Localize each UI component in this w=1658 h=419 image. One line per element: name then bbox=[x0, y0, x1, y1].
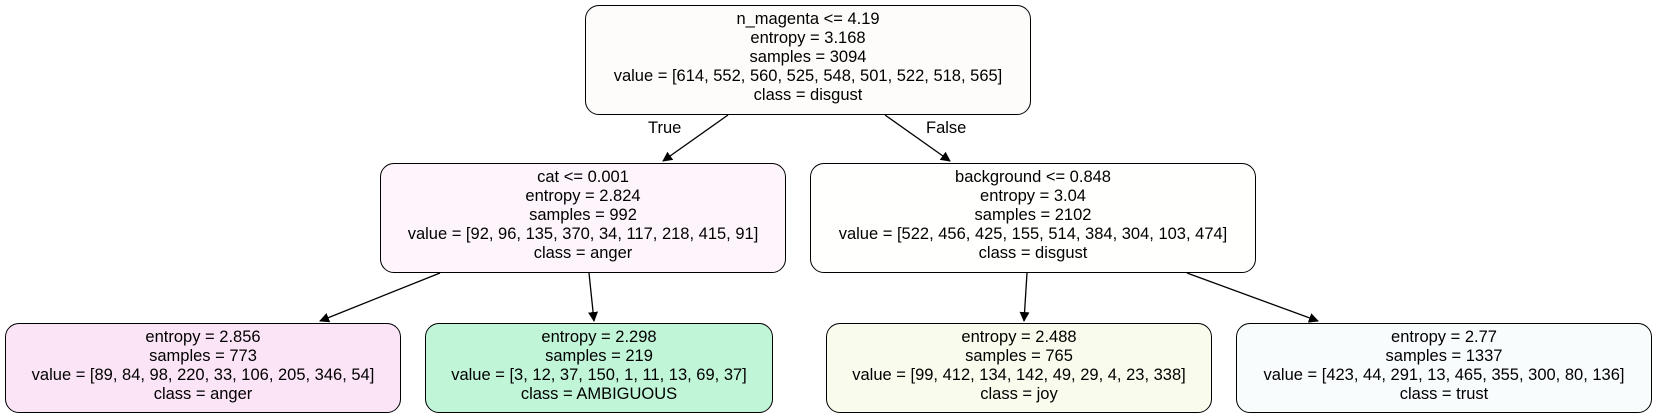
node-split: n_magenta <= 4.19 bbox=[736, 10, 880, 28]
tree-node-right: background <= 0.848 entropy = 3.04 sampl… bbox=[810, 163, 1256, 273]
node-class: class = AMBIGUOUS bbox=[520, 385, 678, 403]
edge-right-rr bbox=[1186, 272, 1319, 323]
node-entropy: entropy = 2.856 bbox=[145, 328, 261, 346]
edge-left-ll bbox=[319, 272, 441, 323]
node-class: class = joy bbox=[980, 385, 1058, 403]
tree-leaf-lr: entropy = 2.298 samples = 219 value = [3… bbox=[425, 323, 773, 413]
node-entropy: entropy = 2.77 bbox=[1391, 328, 1497, 346]
node-entropy: entropy = 2.298 bbox=[541, 328, 657, 346]
node-value: value = [614, 552, 560, 525, 548, 501, 5… bbox=[613, 67, 1003, 85]
node-samples: samples = 3094 bbox=[749, 48, 867, 66]
tree-leaf-rr: entropy = 2.77 samples = 1337 value = [4… bbox=[1236, 323, 1652, 413]
node-class: class = anger bbox=[533, 244, 633, 262]
tree-node-root: n_magenta <= 4.19 entropy = 3.168 sample… bbox=[585, 5, 1031, 115]
edge-label-true: True bbox=[648, 119, 682, 137]
node-value: value = [89, 84, 98, 220, 33, 106, 205, … bbox=[31, 366, 375, 384]
node-value: value = [423, 44, 291, 13, 465, 355, 300… bbox=[1263, 366, 1625, 384]
node-class: class = trust bbox=[1399, 385, 1489, 403]
edge-label-false: False bbox=[926, 119, 967, 137]
node-entropy: entropy = 3.168 bbox=[750, 29, 866, 47]
node-class: class = anger bbox=[153, 385, 253, 403]
node-entropy: entropy = 2.488 bbox=[961, 328, 1077, 346]
node-value: value = [522, 456, 425, 155, 514, 384, 3… bbox=[838, 225, 1228, 243]
edge-right-rl bbox=[1019, 272, 1030, 322]
edge-root-right bbox=[884, 114, 951, 162]
edge-left-lr bbox=[588, 272, 599, 322]
node-samples: samples = 1337 bbox=[1385, 347, 1503, 365]
node-samples: samples = 2102 bbox=[974, 206, 1092, 224]
tree-leaf-ll: entropy = 2.856 samples = 773 value = [8… bbox=[5, 323, 401, 413]
node-value: value = [3, 12, 37, 150, 1, 11, 13, 69, … bbox=[451, 366, 747, 384]
tree-node-left: cat <= 0.001 entropy = 2.824 samples = 9… bbox=[380, 163, 786, 273]
node-samples: samples = 219 bbox=[545, 347, 653, 365]
node-samples: samples = 992 bbox=[529, 206, 637, 224]
node-samples: samples = 773 bbox=[149, 347, 257, 365]
node-value: value = [92, 96, 135, 370, 34, 117, 218,… bbox=[407, 225, 759, 243]
edge-root-left bbox=[662, 114, 729, 162]
node-split: background <= 0.848 bbox=[955, 168, 1111, 186]
tree-leaf-rl: entropy = 2.488 samples = 765 value = [9… bbox=[826, 323, 1212, 413]
node-samples: samples = 765 bbox=[965, 347, 1073, 365]
node-split: cat <= 0.001 bbox=[537, 168, 629, 186]
node-class: class = disgust bbox=[753, 86, 863, 104]
node-entropy: entropy = 2.824 bbox=[525, 187, 641, 205]
node-class: class = disgust bbox=[978, 244, 1088, 262]
node-value: value = [99, 412, 134, 142, 49, 29, 4, 2… bbox=[852, 366, 1186, 384]
node-entropy: entropy = 3.04 bbox=[980, 187, 1086, 205]
